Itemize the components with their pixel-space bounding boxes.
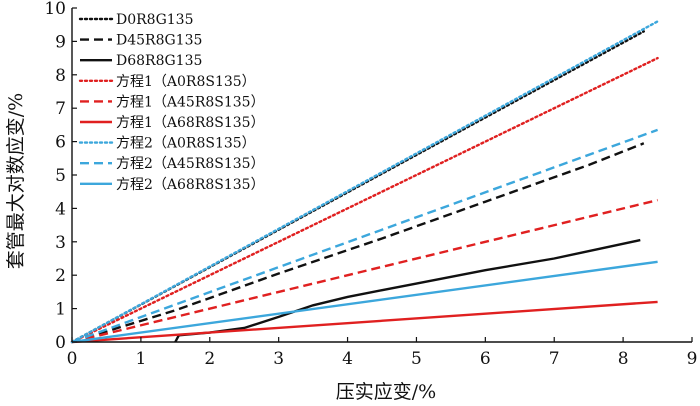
legend-label: 方程1（A45R8S135）: [116, 94, 265, 110]
legend-label: 方程2（A45R8S135）: [116, 156, 265, 172]
x-tick-label: 2: [204, 349, 215, 369]
x-tick-label: 5: [411, 349, 422, 369]
series-line-3: [174, 238, 641, 343]
y-tick-label: 6: [55, 133, 66, 153]
x-tick-label: 4: [342, 349, 353, 369]
y-tick-label: 0: [55, 333, 66, 353]
plot-lines: [70, 20, 659, 344]
x-tick-label: 1: [135, 349, 146, 369]
series-line-5: [71, 198, 658, 344]
y-tick-label: 10: [44, 0, 66, 19]
legend-label: 方程2（A68R8S135）: [116, 177, 265, 193]
legend-label: D0R8G135: [116, 12, 194, 28]
x-tick-label: 8: [618, 349, 629, 369]
series-line-8: [71, 128, 659, 344]
legend-label: 方程2（A0R8S135）: [116, 136, 256, 152]
axes: 0 1 2 3 4 5 6 7 8 9 0 1 2 3 4 5 6 7 8 9 10: [44, 0, 697, 369]
series-line-4: [70, 56, 659, 344]
y-tick-label: 1: [55, 300, 66, 320]
series-line-7: [70, 20, 659, 344]
series-line-2: [71, 142, 645, 344]
x-axis-label: 压实应变/%: [336, 381, 436, 403]
x-tick-label: 7: [549, 349, 560, 369]
x-tick-label: 0: [67, 349, 78, 369]
legend-label: 方程1（A0R8S135）: [116, 74, 256, 90]
series-line-9: [71, 260, 658, 344]
legend-label: 方程1（A68R8S135）: [116, 115, 265, 131]
legend-label: D68R8G135: [116, 53, 202, 69]
x-tick-label: 6: [480, 349, 491, 369]
y-tick-label: 9: [55, 32, 66, 52]
y-tick-label: 3: [55, 233, 66, 253]
y-tick-label: 5: [55, 166, 66, 186]
series-line-6: [71, 300, 658, 344]
y-tick-label: 8: [55, 66, 66, 86]
x-tick-label: 3: [273, 349, 284, 369]
y-axis-label: 套管最大对数应变/%: [5, 93, 27, 269]
x-tick-label: 9: [687, 349, 698, 369]
legend-label: D45R8G135: [116, 33, 202, 49]
y-tick-label: 7: [55, 99, 66, 119]
y-tick-label: 4: [55, 199, 66, 219]
y-tick-label: 2: [55, 266, 66, 286]
legend: D0R8G135 D45R8G135 D68R8G135 方程1（A0R8S135） 方…: [78, 12, 265, 193]
